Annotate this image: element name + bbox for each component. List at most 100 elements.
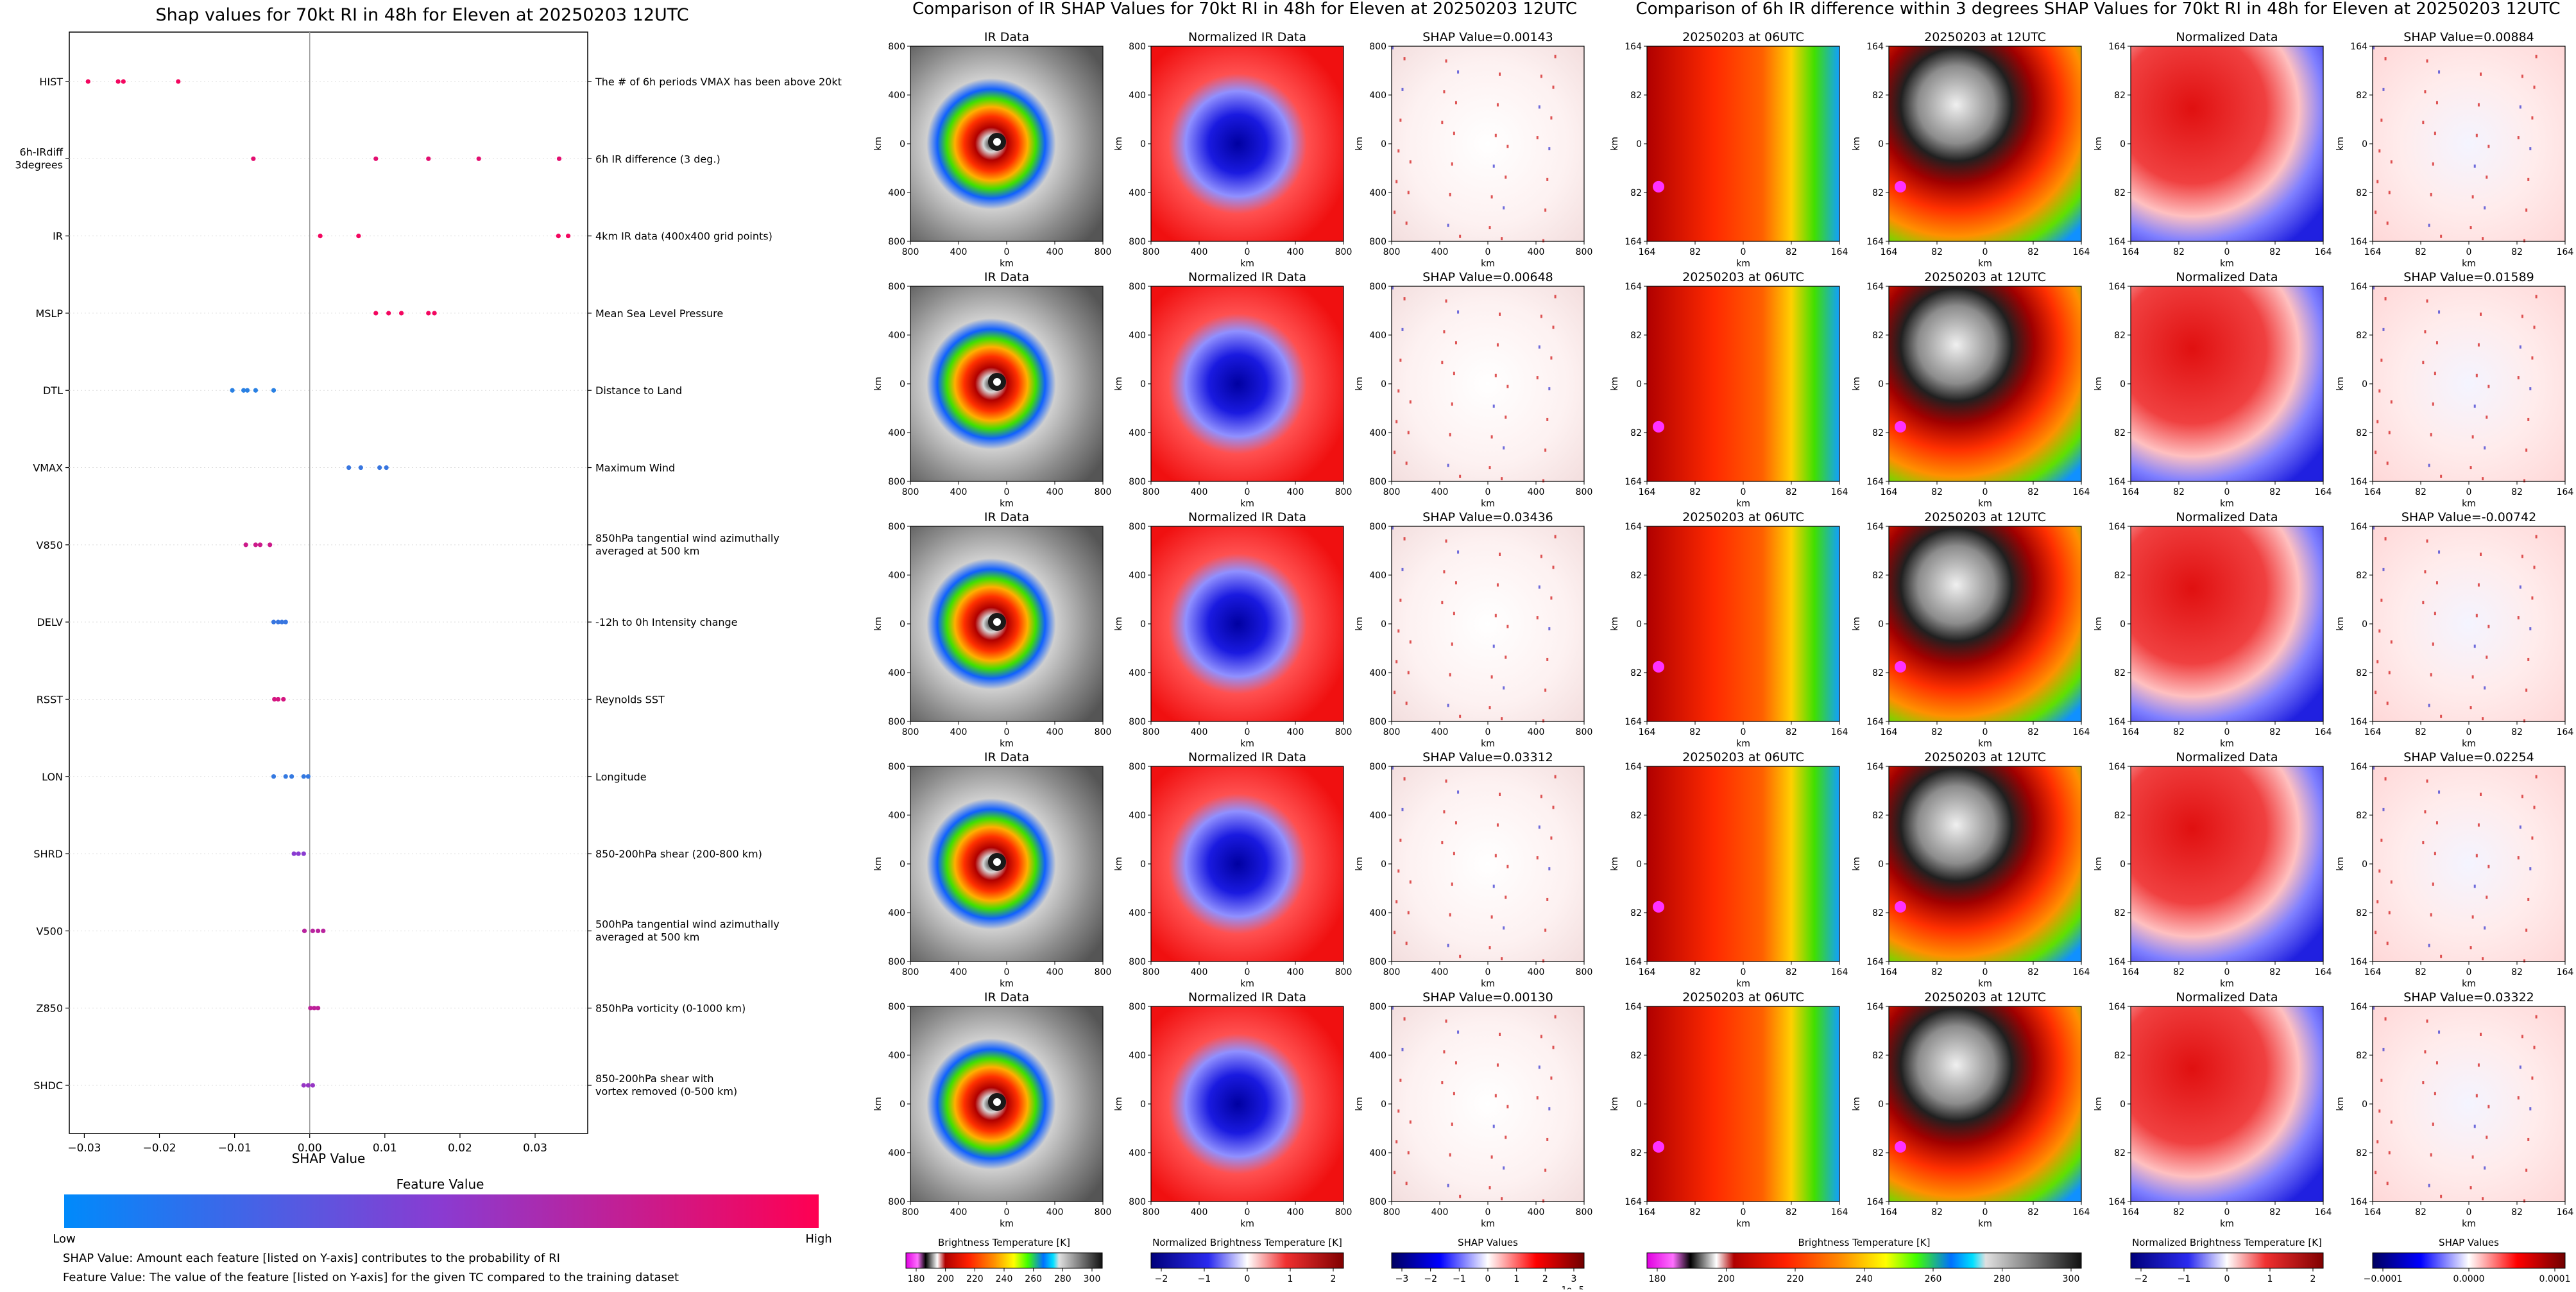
shap-speckle xyxy=(2422,601,2425,605)
shap-speckle xyxy=(2440,954,2443,958)
shap-point xyxy=(432,311,437,316)
shap-speckle xyxy=(2523,479,2526,483)
x-tick-label: 0 xyxy=(1485,727,1491,737)
shap-speckle xyxy=(1401,807,1404,811)
y-tick-label: 82 xyxy=(2356,428,2367,438)
shap-point xyxy=(279,619,284,624)
shap-speckle xyxy=(2475,1094,2478,1098)
x-axis-label: km xyxy=(1736,979,1750,989)
shap-speckle xyxy=(2477,343,2480,347)
shap-speckle xyxy=(2477,1063,2480,1067)
colorbar-tick-label: 1 xyxy=(2267,1274,2273,1284)
y-axis-label: km xyxy=(2335,617,2346,631)
x-axis-label: km xyxy=(1000,739,1014,749)
shap-speckle xyxy=(2519,825,2521,829)
shap-speckle xyxy=(2380,838,2383,842)
shap-speckle xyxy=(2486,1135,2488,1139)
y-tick-label: 82 xyxy=(1630,811,1642,821)
panel-image xyxy=(2373,1006,2565,1202)
y-tick-label: 800 xyxy=(888,522,905,532)
y-tick-label: 82 xyxy=(2356,188,2367,198)
feature-name-label: SHRD xyxy=(33,848,63,860)
x-tick-label: −0.01 xyxy=(218,1142,252,1155)
panel-title: 20250203 at 12UTC xyxy=(1924,750,2046,764)
x-axis-label: km xyxy=(2462,739,2476,749)
x-tick-label: 800 xyxy=(902,1207,919,1218)
y-tick-label: 800 xyxy=(888,762,905,772)
shap-speckle xyxy=(1501,477,1503,481)
y-axis-label: km xyxy=(873,617,883,631)
x-tick-label: 82 xyxy=(2415,727,2427,737)
y-tick-label: 800 xyxy=(888,1002,905,1012)
shap-speckle xyxy=(2487,624,2490,628)
shap-speckle xyxy=(2388,191,2391,194)
panel-title: SHAP Value=0.00130 xyxy=(1422,990,1553,1004)
x-tick-label: 164 xyxy=(1639,1207,1656,1218)
shap-point xyxy=(257,542,263,547)
shap-speckle xyxy=(2471,195,2474,199)
x-tick-label: 164 xyxy=(1831,727,1848,737)
shap-speckle xyxy=(2521,1035,2523,1038)
shap-speckle xyxy=(2531,356,2534,360)
x-tick-label: 164 xyxy=(1881,1207,1898,1218)
shap-speckle xyxy=(2525,208,2528,212)
y-tick-label: 82 xyxy=(2114,188,2126,198)
x-tick-label: 800 xyxy=(902,247,919,257)
shap-speckle xyxy=(1542,479,1545,483)
shap-speckle xyxy=(1399,118,1402,122)
shap-speckle xyxy=(1459,234,1462,238)
x-axis-label: km xyxy=(1736,259,1750,269)
shap-speckle xyxy=(1447,703,1449,707)
y-tick-label: 800 xyxy=(1369,1197,1386,1207)
shap-speckle xyxy=(1395,420,1398,424)
colorbar-tick-label: 1 xyxy=(1514,1274,1519,1284)
shap-speckle xyxy=(2435,1061,2438,1065)
shap-point xyxy=(268,542,273,547)
shap-speckle xyxy=(1506,624,1509,628)
image-panel: 20250203 at 12UTC1641648282008282164164k… xyxy=(1852,30,2090,269)
x-tick-label: 800 xyxy=(1576,487,1593,497)
panel-title: 20250203 at 06UTC xyxy=(1682,990,1804,1004)
y-axis-label: km xyxy=(1852,377,1862,391)
x-tick-label: 400 xyxy=(1528,487,1545,497)
x-axis-label: km xyxy=(1240,259,1254,269)
x-tick-label: 164 xyxy=(2315,487,2332,497)
y-axis-label: km xyxy=(873,1097,883,1111)
y-tick-label: 82 xyxy=(2356,1051,2367,1061)
panel-title: SHAP Value=0.02254 xyxy=(2403,750,2534,764)
shap-speckle xyxy=(1449,1153,1451,1157)
feature-description-label: 850hPa tangential wind azimuthally averag… xyxy=(595,532,780,557)
y-tick-label: 164 xyxy=(2108,282,2126,292)
shap-speckle xyxy=(1449,913,1451,917)
x-tick-label: 82 xyxy=(2027,727,2039,737)
x-tick-label: 400 xyxy=(950,247,968,257)
x-tick-label: 800 xyxy=(1335,247,1352,257)
x-tick-label: 0 xyxy=(1245,247,1250,257)
shap-speckle xyxy=(1392,526,1394,530)
y-tick-label: 164 xyxy=(1866,1002,1884,1012)
x-axis-label: km xyxy=(1240,499,1254,509)
x-tick-label: 82 xyxy=(2173,487,2185,497)
storm-eye-center xyxy=(993,617,1001,626)
shap-speckle xyxy=(1503,686,1505,690)
x-tick-label: 400 xyxy=(1287,727,1304,737)
shap-speckle xyxy=(1409,880,1412,884)
feature-name-label: V500 xyxy=(37,925,63,937)
x-tick-label: 400 xyxy=(950,487,968,497)
y-tick-label: 800 xyxy=(1369,1002,1386,1012)
shap-speckle xyxy=(2525,688,2528,692)
x-tick-label: 82 xyxy=(1931,247,1943,257)
shap-speckle xyxy=(1540,555,1542,558)
y-axis-label: km xyxy=(1610,617,1620,631)
shap-speckle xyxy=(1496,103,1499,107)
y-tick-label: 164 xyxy=(2108,1002,2126,1012)
shap-speckle xyxy=(1496,343,1499,347)
y-tick-label: 164 xyxy=(1866,282,1884,292)
shap-speckle xyxy=(1544,208,1547,212)
shap-speckle xyxy=(1441,601,1444,605)
x-tick-label: 0 xyxy=(1004,247,1010,257)
panel-image xyxy=(910,286,1103,481)
shap-speckle xyxy=(1453,852,1455,856)
x-tick-label: 0 xyxy=(1983,487,1988,497)
colorbar-tick-label: 260 xyxy=(1925,1274,1942,1284)
